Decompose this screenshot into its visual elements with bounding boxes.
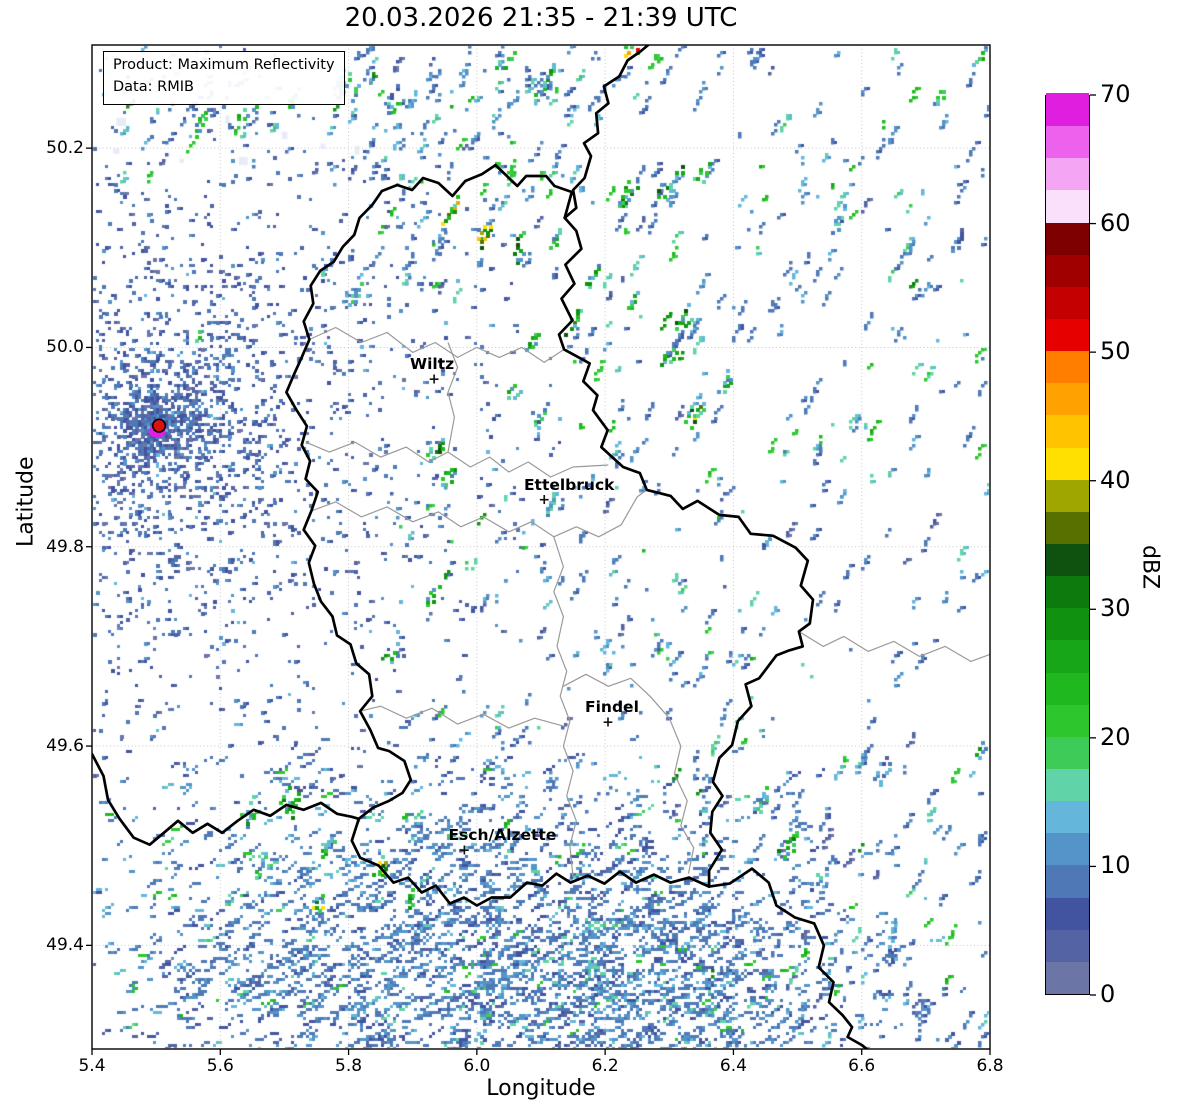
colorbar-segment [1046, 189, 1089, 223]
admin-border [447, 342, 459, 453]
x-tick-label: 5.4 [78, 1056, 106, 1076]
colorbar-segment [1046, 446, 1089, 480]
colorbar-segment [1046, 414, 1089, 448]
city-label: Findel [585, 698, 639, 717]
x-tick-label: 6.8 [976, 1056, 1004, 1076]
colorbar-segment [1046, 478, 1089, 512]
admin-border [305, 441, 609, 478]
colorbar-segment [1046, 511, 1089, 544]
x-tick-label: 6.6 [848, 1056, 876, 1076]
admin-border [309, 326, 565, 363]
colorbar-segment [1046, 221, 1089, 255]
colorbar-tick-label: 50 [1100, 337, 1131, 366]
city-label: Ettelbruck [523, 475, 615, 494]
admin-border [311, 489, 648, 538]
country-border [285, 163, 815, 907]
colorbar-segment [1046, 157, 1089, 191]
colorbar-tick-label: 20 [1100, 722, 1131, 751]
x-tick-label: 5.6 [206, 1056, 234, 1076]
x-tick-label: 6.2 [591, 1056, 619, 1076]
colorbar-segment [1046, 543, 1089, 577]
info-box-source: Data: RMIB [113, 78, 194, 95]
colorbar-tick-label: 40 [1100, 465, 1131, 494]
plot-frame [91, 44, 991, 1050]
city-plus-marker: + [602, 715, 614, 731]
colorbar-tick-label: 0 [1100, 980, 1116, 1008]
city-plus-marker: + [538, 492, 550, 508]
colorbar-segment [1046, 639, 1089, 673]
colorbar-segment [1046, 382, 1089, 416]
colorbar-segment [1046, 125, 1089, 159]
country-border [707, 867, 870, 1049]
colorbar [1045, 93, 1090, 995]
colorbar-segment [1046, 671, 1089, 705]
colorbar-segment [1046, 318, 1089, 352]
colorbar-segment [1046, 93, 1089, 127]
colorbar-segment [1046, 607, 1089, 641]
y-tick-label: 49.8 [46, 536, 84, 557]
info-box-product: Product: Maximum Reflectivity [113, 57, 335, 73]
info-box: Product: Maximum Reflectivity Data: RMIB [103, 51, 345, 105]
country-border [563, 45, 651, 220]
radar-site-marker [151, 418, 167, 433]
colorbar-segment [1046, 575, 1089, 609]
colorbar-segment [1046, 800, 1089, 834]
city-plus-marker: + [459, 842, 471, 858]
colorbar-tick-label: 70 [1100, 80, 1131, 108]
colorbar-segment [1046, 961, 1089, 994]
colorbar-segment [1046, 703, 1089, 737]
colorbar-segment [1046, 896, 1089, 930]
colorbar-segment [1046, 832, 1089, 866]
colorbar-segment [1046, 864, 1089, 898]
country-border [92, 752, 361, 847]
colorbar-tick-label: 30 [1100, 594, 1131, 623]
y-tick-label: 50.2 [46, 138, 84, 159]
admin-border [563, 673, 695, 874]
x-tick-label: 5.8 [335, 1056, 363, 1076]
city-label: Esch/Alzette [448, 825, 557, 844]
y-tick-label: 50.0 [46, 337, 84, 358]
city-label: Wiltz [409, 355, 455, 374]
colorbar-segment [1046, 928, 1089, 962]
colorbar-segment [1046, 768, 1089, 802]
colorbar-tick-label: 60 [1100, 208, 1131, 237]
city-plus-marker: + [428, 372, 440, 388]
y-tick-label: 49.4 [46, 935, 84, 956]
admin-border [553, 536, 577, 878]
x-tick-label: 6.0 [463, 1056, 491, 1076]
colorbar-segment [1046, 253, 1089, 287]
x-axis-label: Longitude [486, 1076, 596, 1101]
colorbar-tick-label: 10 [1100, 851, 1131, 880]
colorbar-segment [1046, 350, 1089, 384]
colorbar-segment [1046, 286, 1089, 319]
admin-border [359, 705, 564, 729]
colorbar-segment [1046, 736, 1089, 769]
admin-border [798, 630, 990, 663]
x-tick-label: 6.4 [719, 1056, 747, 1076]
y-tick-label: 49.6 [46, 736, 84, 757]
